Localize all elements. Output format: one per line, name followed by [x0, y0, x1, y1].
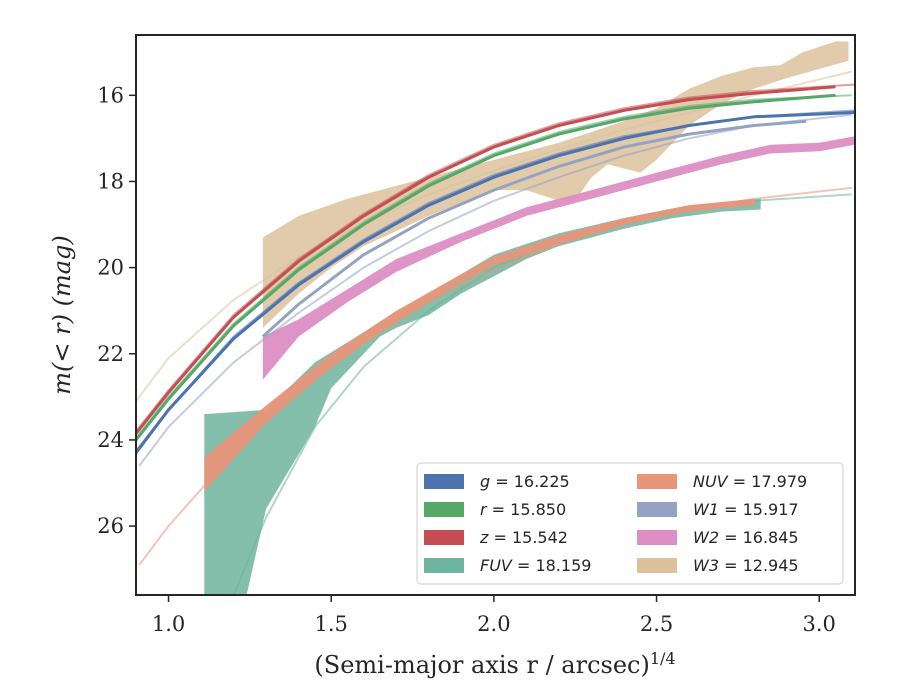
legend-box: [416, 462, 844, 585]
profile-line-g: [136, 111, 855, 454]
legend-swatch-nuv: [637, 474, 677, 489]
legend-label-w3: W3 = 12.945: [693, 556, 799, 575]
model-curve-w1: [138, 113, 852, 467]
legend-label-w2: W2 = 16.845: [693, 528, 799, 547]
y-tick-label: 22: [97, 342, 124, 366]
legend-label-w1: W1 = 15.917: [693, 500, 799, 519]
x-tick-label: 3.0: [803, 612, 836, 636]
model-curve-w3: [136, 70, 852, 402]
legend-swatch-z: [424, 530, 464, 545]
x-tick-label: 1.5: [315, 612, 348, 636]
y-tick-label: 24: [97, 428, 124, 452]
legend-label-nuv: NUV = 17.979: [693, 472, 807, 491]
legend-swatch-fuv: [424, 558, 464, 573]
uncertainty-band-fuv: [204, 198, 761, 595]
profile-line-w1: [261, 119, 807, 338]
y-axis-label: m(< r) (mag): [48, 235, 76, 394]
x-tick-label: 1.0: [152, 612, 185, 636]
y-tick-label: 18: [97, 169, 124, 193]
legend-label-z: z = 15.542: [479, 528, 568, 547]
legend-swatch-r: [424, 502, 464, 517]
y-tick-label: 16: [97, 83, 124, 107]
x-tick-label: 2.5: [640, 612, 673, 636]
legend-swatch-w3: [637, 558, 677, 573]
profile-line-z: [136, 85, 836, 435]
plot-frame: [135, 34, 856, 596]
legend: g = 16.225 NUV = 17.979 r = 15.850 W1 = 15.…: [416, 462, 844, 585]
profile-line-r: [136, 93, 836, 441]
series-layer: [136, 41, 855, 595]
y-tick-label: 26: [97, 514, 124, 538]
legend-swatch-w2: [637, 530, 677, 545]
ticks-layer: 1.0 1.5 2.0 2.5 3.0 16 18 20 22 24 26: [97, 83, 836, 636]
x-tick-label: 2.0: [477, 612, 510, 636]
legend-swatch-w1: [637, 502, 677, 517]
x-axis-label-text: (Semi-major axis r / arcsec): [314, 651, 649, 679]
x-axis-label-superscript: 1/4: [650, 649, 676, 668]
legend-label-fuv: FUV = 18.159: [480, 556, 591, 575]
legend-swatch-g: [424, 474, 464, 489]
y-tick-label: 20: [97, 256, 124, 280]
uncertainty-band-w3: [262, 41, 849, 328]
legend-label-r: r = 15.850: [480, 500, 566, 519]
x-axis-label: (Semi-major axis r / arcsec)1/4: [314, 649, 675, 679]
legend-label-g: g = 16.225: [480, 472, 570, 491]
